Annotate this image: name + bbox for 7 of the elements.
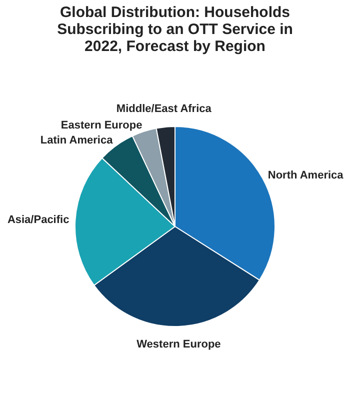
slice-label: Western Europe bbox=[136, 338, 221, 350]
slice-label: Middle/East Africa bbox=[116, 103, 212, 116]
slice-label: Asia/Pacific bbox=[7, 214, 70, 226]
chart-title: Global Distribution: Households Subscribing to an OTT Service in 2022, Forecast by Region bbox=[57, 4, 293, 55]
slice-label: Eastern Europe bbox=[60, 120, 142, 132]
slice-label: North America bbox=[268, 169, 344, 182]
slice-label: Latin America bbox=[40, 134, 114, 147]
